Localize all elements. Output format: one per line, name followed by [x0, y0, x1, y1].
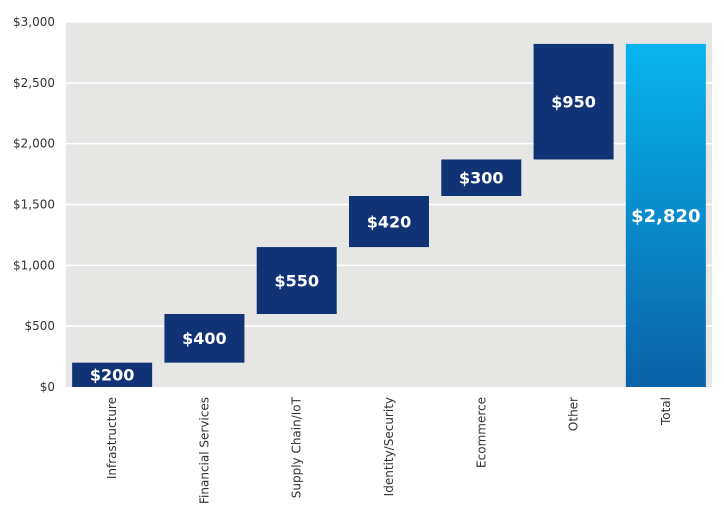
- x-category-label: Supply Chain/IoT: [290, 396, 304, 498]
- x-category-label: Financial Services: [197, 397, 211, 504]
- bar-value-label: $950: [551, 92, 596, 111]
- bar-value-label: $2,820: [631, 206, 700, 227]
- x-category-label: Total: [659, 397, 673, 426]
- step-bar: [256, 247, 337, 314]
- y-tick-label: $500: [24, 319, 55, 333]
- x-category-label: Ecommerce: [474, 397, 488, 468]
- y-tick-label: $2,500: [13, 76, 55, 90]
- y-tick-label: $1,000: [13, 258, 55, 272]
- x-category-label: Identity/Security: [382, 397, 396, 496]
- x-axis-category-labels: Infrastructure Financial Services Supply C…: [105, 396, 673, 504]
- x-category-label: Infrastructure: [105, 397, 119, 479]
- bar-value-label: $200: [90, 366, 135, 385]
- step-bar: [349, 195, 429, 248]
- bar-value-label: $400: [182, 329, 227, 348]
- bars: $200 $400 $550 $420 $300 $950 $2,820: [72, 43, 706, 388]
- total-bar: [625, 43, 706, 388]
- bar-value-label: $420: [367, 212, 412, 231]
- y-tick-label: $1,500: [13, 198, 55, 212]
- step-bar: [72, 362, 153, 387]
- step-bar: [441, 159, 522, 196]
- y-tick-label: $2,000: [13, 137, 55, 151]
- y-tick-label: $0: [40, 380, 55, 394]
- x-category-label: Other: [567, 397, 581, 431]
- y-tick-label: $3,000: [13, 15, 55, 29]
- bar-value-label: $550: [274, 271, 319, 290]
- y-axis-tick-labels: $0 $500 $1,000 $1,500 $2,000 $2,500 $3,000: [13, 15, 55, 394]
- step-bar: [164, 314, 245, 363]
- bar-value-label: $300: [459, 168, 504, 187]
- step-bar: [533, 43, 614, 160]
